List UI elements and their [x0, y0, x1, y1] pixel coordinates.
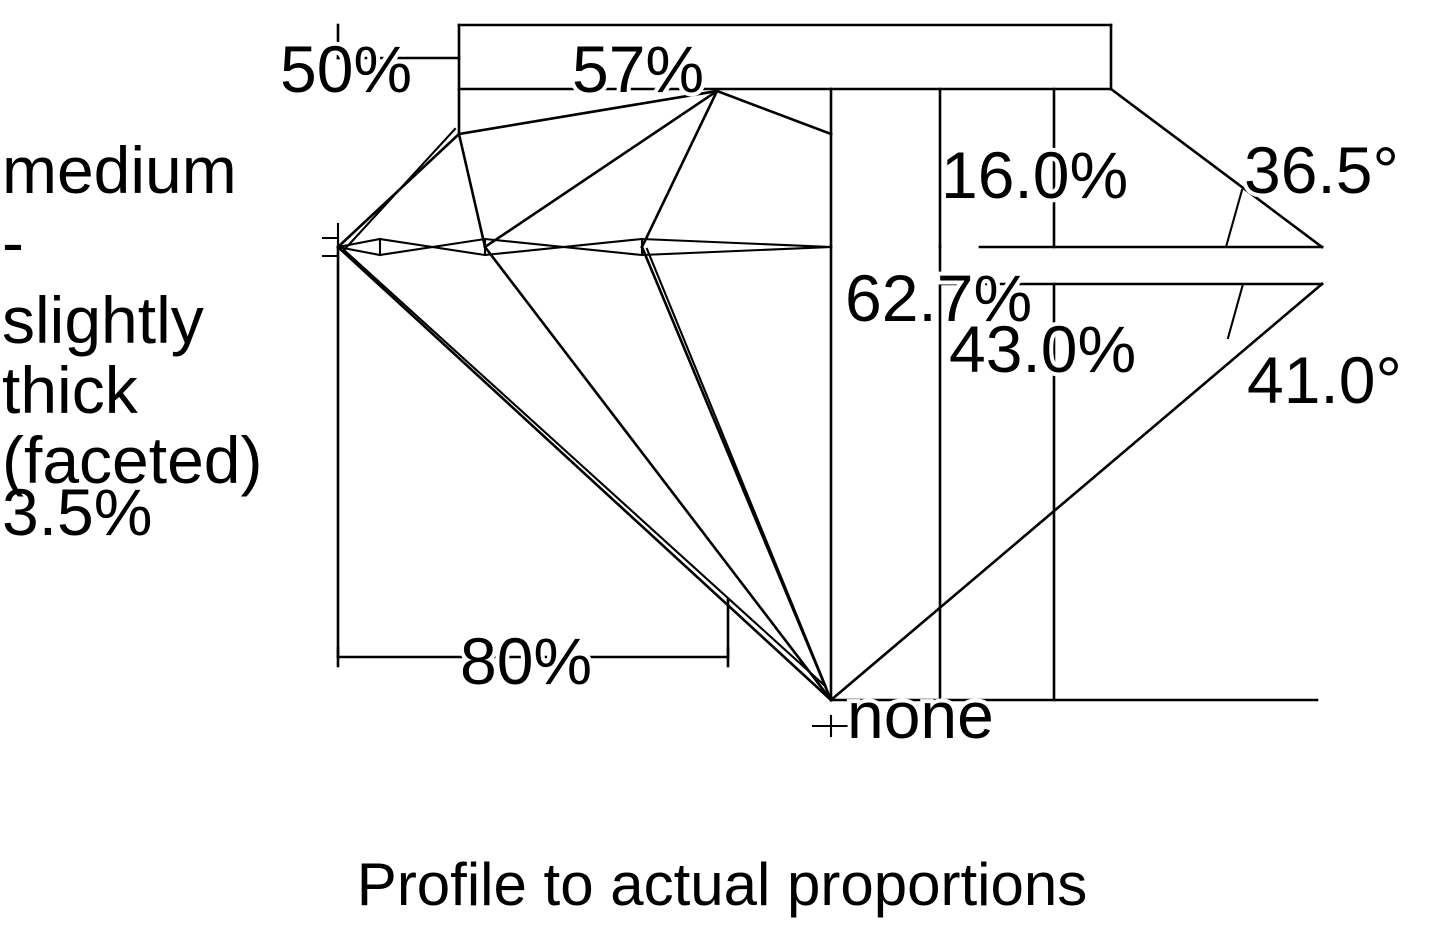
svg-text:43.0%: 43.0% — [949, 312, 1136, 386]
svg-text:-: - — [2, 205, 24, 279]
svg-text:16.0%: 16.0% — [941, 138, 1128, 212]
svg-text:80%: 80% — [460, 624, 592, 698]
svg-text:41.0°: 41.0° — [1247, 343, 1402, 417]
svg-text:none: none — [847, 678, 994, 752]
svg-text:slightly: slightly — [2, 283, 204, 357]
svg-text:Profile to actual proportions: Profile to actual proportions — [357, 851, 1087, 918]
svg-text:36.5°: 36.5° — [1244, 133, 1399, 207]
svg-text:thick: thick — [2, 353, 139, 427]
svg-text:3.5%: 3.5% — [2, 475, 152, 549]
svg-text:57%: 57% — [572, 32, 704, 106]
svg-text:medium: medium — [2, 133, 237, 207]
svg-text:50%: 50% — [280, 32, 412, 106]
